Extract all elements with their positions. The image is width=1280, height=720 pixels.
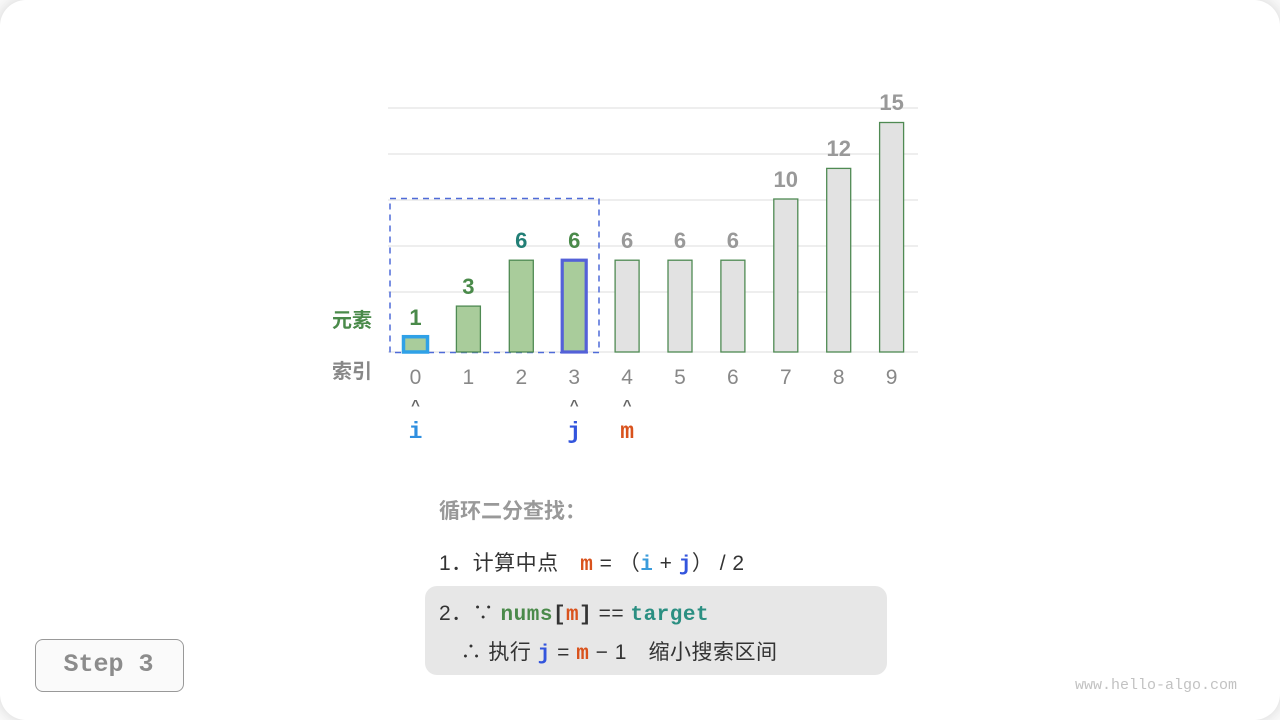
svg-text:6: 6 (568, 228, 580, 253)
svg-text:8: 8 (833, 366, 845, 389)
svg-text:2: 2 (515, 366, 527, 389)
svg-text:12: 12 (826, 136, 850, 161)
svg-text:6: 6 (674, 228, 686, 253)
svg-text:m: m (620, 419, 634, 445)
svg-text:1: 1 (463, 366, 475, 389)
svg-text:3: 3 (462, 274, 474, 299)
svg-text:5: 5 (674, 366, 686, 389)
svg-text:元素: 元素 (332, 309, 372, 332)
svg-text:0: 0 (410, 366, 422, 389)
svg-text:^: ^ (623, 397, 632, 414)
svg-text:6: 6 (515, 228, 527, 253)
svg-text:1: 1 (409, 305, 421, 330)
svg-text:^: ^ (411, 397, 420, 414)
svg-text:^: ^ (570, 397, 579, 414)
svg-text:10: 10 (774, 167, 798, 192)
svg-text:i: i (409, 419, 423, 445)
svg-text:4: 4 (621, 366, 633, 389)
svg-text:6: 6 (621, 228, 633, 253)
svg-text:3: 3 (568, 366, 580, 389)
svg-text:9: 9 (886, 366, 898, 389)
svg-text:6: 6 (727, 366, 739, 389)
svg-text:7: 7 (780, 366, 792, 389)
svg-text:j: j (567, 419, 581, 445)
svg-text:6: 6 (727, 228, 739, 253)
svg-text:15: 15 (879, 90, 903, 115)
svg-text:索引: 索引 (332, 360, 372, 383)
